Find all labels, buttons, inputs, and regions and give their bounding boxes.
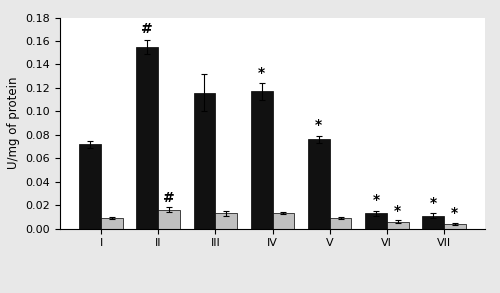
Text: *: *	[258, 66, 265, 80]
Bar	[330, 218, 351, 229]
Text: *: *	[315, 118, 322, 132]
Text: *: *	[394, 204, 401, 218]
Bar	[365, 213, 387, 229]
Text: *: *	[452, 206, 458, 220]
Y-axis label: U/mg of protein: U/mg of protein	[7, 77, 20, 169]
Bar	[136, 47, 158, 229]
Bar	[308, 139, 330, 229]
Bar	[444, 224, 466, 229]
Bar	[251, 91, 272, 229]
Bar	[387, 222, 408, 229]
Text: *: *	[430, 196, 436, 210]
Bar	[101, 218, 123, 229]
Bar	[216, 213, 237, 229]
Bar	[80, 144, 101, 229]
Bar	[194, 93, 216, 229]
Bar	[422, 216, 444, 229]
Bar	[158, 210, 180, 229]
Bar	[272, 213, 294, 229]
Text: *: *	[372, 193, 380, 207]
Text: #: #	[142, 22, 153, 36]
Text: #: #	[163, 191, 175, 205]
